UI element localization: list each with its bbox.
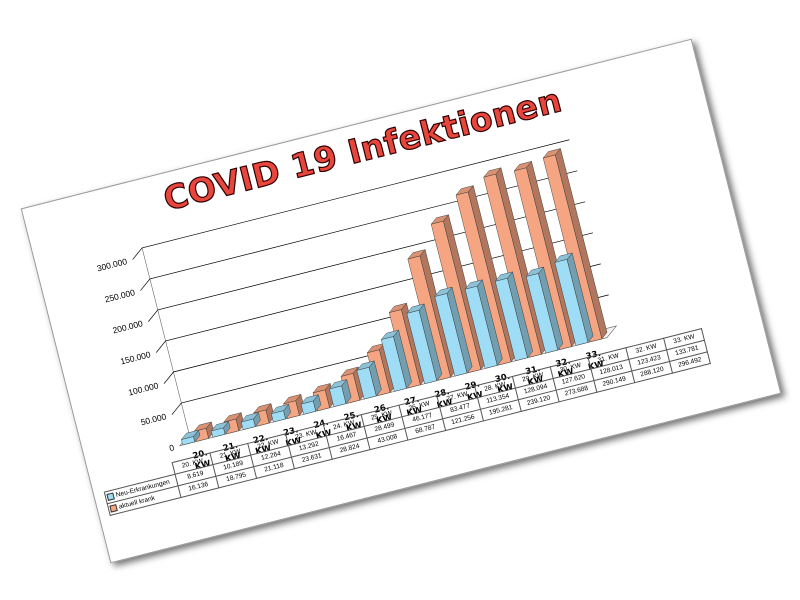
x-tick-label: 22.KW	[252, 433, 273, 457]
y-tick-label: 200.000	[111, 318, 144, 335]
y-tick-label: 50.000	[140, 411, 168, 427]
x-tick-label: 32.KW	[554, 356, 575, 380]
bar-neu-erkrankungen	[356, 360, 382, 400]
legend-swatch	[106, 492, 115, 501]
y-tick-label: 300.000	[96, 256, 129, 273]
y-tick-label: 150.000	[119, 349, 152, 366]
x-tick-label: 27.KW	[403, 394, 424, 418]
bar-aktuell-krank	[542, 148, 608, 343]
y-tick-label: 250.000	[104, 287, 137, 304]
gridline	[140, 170, 578, 291]
bar-aktuell-krank	[430, 214, 487, 373]
bar-neu-erkrankungen	[270, 403, 291, 423]
bar-neu-erkrankungen	[406, 303, 443, 384]
chart-plot: 0 50.000 100.000 150.000 200.000 250.000 300.0…	[96, 139, 618, 472]
gridline	[132, 139, 570, 260]
x-tick-label: 30.KW	[494, 371, 515, 395]
x-tick-label: 28.KW	[433, 387, 454, 411]
x-tick-label: 33.KW	[584, 348, 605, 372]
bar-neu-erkrankungen	[240, 412, 261, 430]
y-tick-label: 0	[168, 442, 175, 453]
bar-neu-erkrankungen	[434, 286, 473, 377]
x-tick-label: 21.KW	[222, 440, 243, 464]
x-tick-label: 20.KW	[191, 448, 212, 472]
bar-neu-erkrankungen	[210, 421, 231, 438]
x-tick-label: 23.KW	[282, 425, 303, 449]
bar-neu-erkrankungen	[380, 329, 412, 392]
bar-neu-erkrankungen	[180, 429, 201, 446]
legend-swatch	[109, 503, 118, 513]
x-tick-label: 29.KW	[463, 379, 484, 403]
bar-neu-erkrankungen	[464, 279, 503, 369]
bar-neu-erkrankungen	[300, 394, 322, 415]
bar-neu-erkrankungen	[554, 252, 594, 346]
bar-neu-erkrankungen	[525, 266, 564, 354]
x-tick-label: 24.KW	[312, 417, 333, 441]
bar-neu-erkrankungen	[328, 379, 352, 407]
x-tick-label: 25.KW	[342, 410, 363, 434]
y-tick-label: 100.000	[127, 380, 160, 397]
x-tick-label: 31.KW	[524, 364, 545, 388]
chart-card: COVID 19 Infektionen 0 50.000 100.000 150.0…	[20, 38, 782, 564]
bar-neu-erkrankungen	[494, 271, 533, 362]
x-tick-label: 26.KW	[373, 402, 394, 426]
bar-aktuell-krank	[483, 167, 547, 358]
bars	[180, 148, 608, 446]
